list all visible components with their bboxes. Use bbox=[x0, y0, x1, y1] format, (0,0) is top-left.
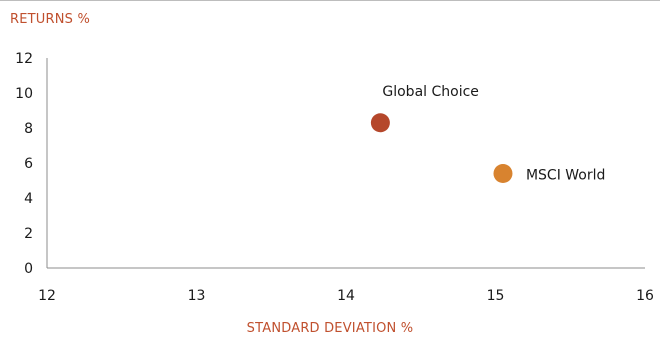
y-tick-label: 0 bbox=[24, 261, 33, 277]
y-tick-label: 10 bbox=[15, 86, 33, 102]
y-tick-label: 4 bbox=[24, 191, 33, 207]
top-divider bbox=[0, 0, 660, 1]
y-tick-label: 8 bbox=[24, 121, 33, 137]
x-tick-label: 16 bbox=[636, 288, 654, 304]
y-tick-label: 6 bbox=[24, 156, 33, 172]
x-tick-label: 14 bbox=[337, 288, 355, 304]
y-tick-label: 12 bbox=[15, 51, 33, 67]
y-tick-labels: 0 2 4 6 8 10 12 bbox=[15, 51, 33, 277]
data-point bbox=[370, 113, 390, 133]
x-tick-label: 15 bbox=[487, 288, 505, 304]
y-axis-title: RETURNS % bbox=[10, 12, 90, 27]
data-points: Global Choice MSCI World bbox=[370, 84, 605, 184]
x-tick-label: 13 bbox=[188, 288, 206, 304]
x-tick-labels: 12 13 14 15 16 bbox=[38, 288, 654, 304]
x-tick-label: 12 bbox=[38, 288, 56, 304]
data-point bbox=[493, 164, 513, 183]
data-point-label: Global Choice bbox=[382, 84, 479, 100]
y-tick-label: 2 bbox=[24, 226, 33, 242]
x-axis-title: STANDARD DEVIATION % bbox=[246, 321, 414, 336]
data-point-label: MSCI World bbox=[526, 168, 605, 184]
